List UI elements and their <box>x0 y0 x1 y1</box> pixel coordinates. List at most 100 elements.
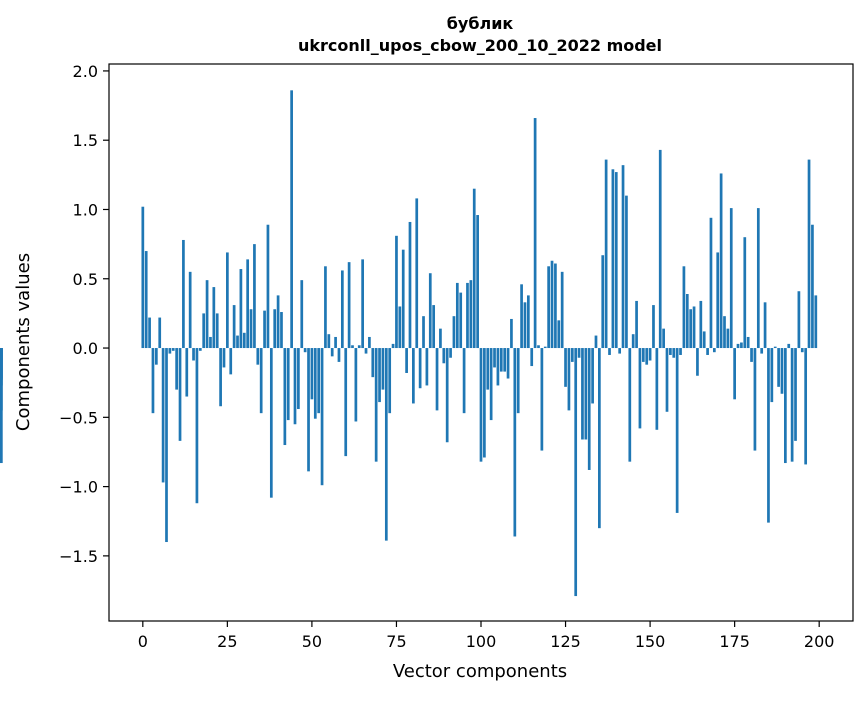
bar <box>516 348 520 414</box>
x-tick-label: 25 <box>217 632 237 651</box>
bar <box>750 348 753 362</box>
bar <box>293 348 297 425</box>
bar <box>469 280 473 349</box>
bar <box>236 335 239 349</box>
bar <box>554 263 557 349</box>
bar <box>188 271 192 349</box>
bar <box>702 331 706 349</box>
bar <box>462 348 466 414</box>
y-tick-label: 1.5 <box>73 131 98 150</box>
bar <box>499 348 503 372</box>
bar <box>449 348 452 358</box>
bar <box>435 348 439 411</box>
bar <box>472 188 476 349</box>
bar <box>608 348 611 355</box>
bar <box>364 348 368 354</box>
bar <box>601 255 605 349</box>
bar <box>378 348 381 403</box>
bar <box>756 208 760 349</box>
bar <box>594 335 598 349</box>
bar <box>614 172 618 349</box>
bar <box>540 348 544 451</box>
bar <box>320 348 324 486</box>
bar <box>530 348 534 367</box>
bar <box>425 348 429 386</box>
x-tick-label: 50 <box>302 632 322 651</box>
bar <box>439 328 442 349</box>
bar <box>388 348 392 414</box>
bar <box>662 328 665 349</box>
bar <box>374 348 378 462</box>
bar <box>226 252 229 349</box>
bar <box>0 348 3 411</box>
bar <box>645 348 649 365</box>
bar <box>547 266 550 349</box>
bar <box>706 348 709 355</box>
bar <box>692 306 696 349</box>
bar <box>533 118 537 349</box>
bar <box>408 221 412 349</box>
bar <box>526 295 530 349</box>
bar <box>483 348 486 458</box>
bar <box>729 208 733 349</box>
bar <box>736 343 740 349</box>
bar <box>581 348 584 440</box>
bar <box>760 348 764 354</box>
bar <box>712 348 716 353</box>
bar <box>307 348 310 472</box>
bar <box>280 312 283 349</box>
bar <box>455 282 459 349</box>
x-axis-label: Vector components <box>393 661 567 682</box>
bar <box>148 317 151 349</box>
x-axis-ticks: 0 25 50 75 100 125 150 175 200 <box>138 621 834 651</box>
bar <box>185 348 189 397</box>
bar <box>442 348 446 364</box>
bar <box>290 90 293 349</box>
bar <box>618 348 622 354</box>
bar <box>550 260 554 349</box>
x-tick-label: 150 <box>635 632 666 651</box>
y-tick-label: −1.5 <box>59 547 98 566</box>
bar <box>175 348 178 390</box>
bar <box>486 348 490 390</box>
bar <box>763 302 767 349</box>
bar <box>811 224 814 349</box>
bar <box>621 165 625 349</box>
bar <box>784 348 787 464</box>
y-tick-label: −0.5 <box>59 408 98 427</box>
bar <box>273 309 277 349</box>
bar <box>740 342 743 349</box>
bar <box>628 348 632 462</box>
bar <box>215 313 219 349</box>
bar <box>743 237 747 349</box>
bar <box>432 305 436 349</box>
bar <box>401 249 405 349</box>
chart-subtitle: ukrconll_upos_cbow_200_10_2022 model <box>298 36 662 55</box>
bar <box>161 348 165 483</box>
bar <box>496 348 500 386</box>
bar <box>753 348 757 451</box>
bar <box>493 348 496 368</box>
bar <box>232 305 236 349</box>
bar <box>780 348 784 394</box>
bar <box>368 336 371 349</box>
bar <box>202 313 206 349</box>
bar <box>658 149 662 349</box>
bar <box>327 334 331 349</box>
bar <box>797 291 801 349</box>
bar <box>310 348 314 400</box>
bar <box>357 345 361 349</box>
bar <box>696 348 699 376</box>
bar <box>773 346 777 349</box>
bar <box>192 348 195 361</box>
bar <box>723 316 726 349</box>
bar <box>276 295 280 349</box>
bar <box>709 217 713 349</box>
bar <box>418 348 422 389</box>
bar <box>767 348 770 523</box>
bar <box>479 348 483 462</box>
x-tick-label: 125 <box>550 632 581 651</box>
bar <box>577 348 581 358</box>
bar <box>317 348 321 414</box>
